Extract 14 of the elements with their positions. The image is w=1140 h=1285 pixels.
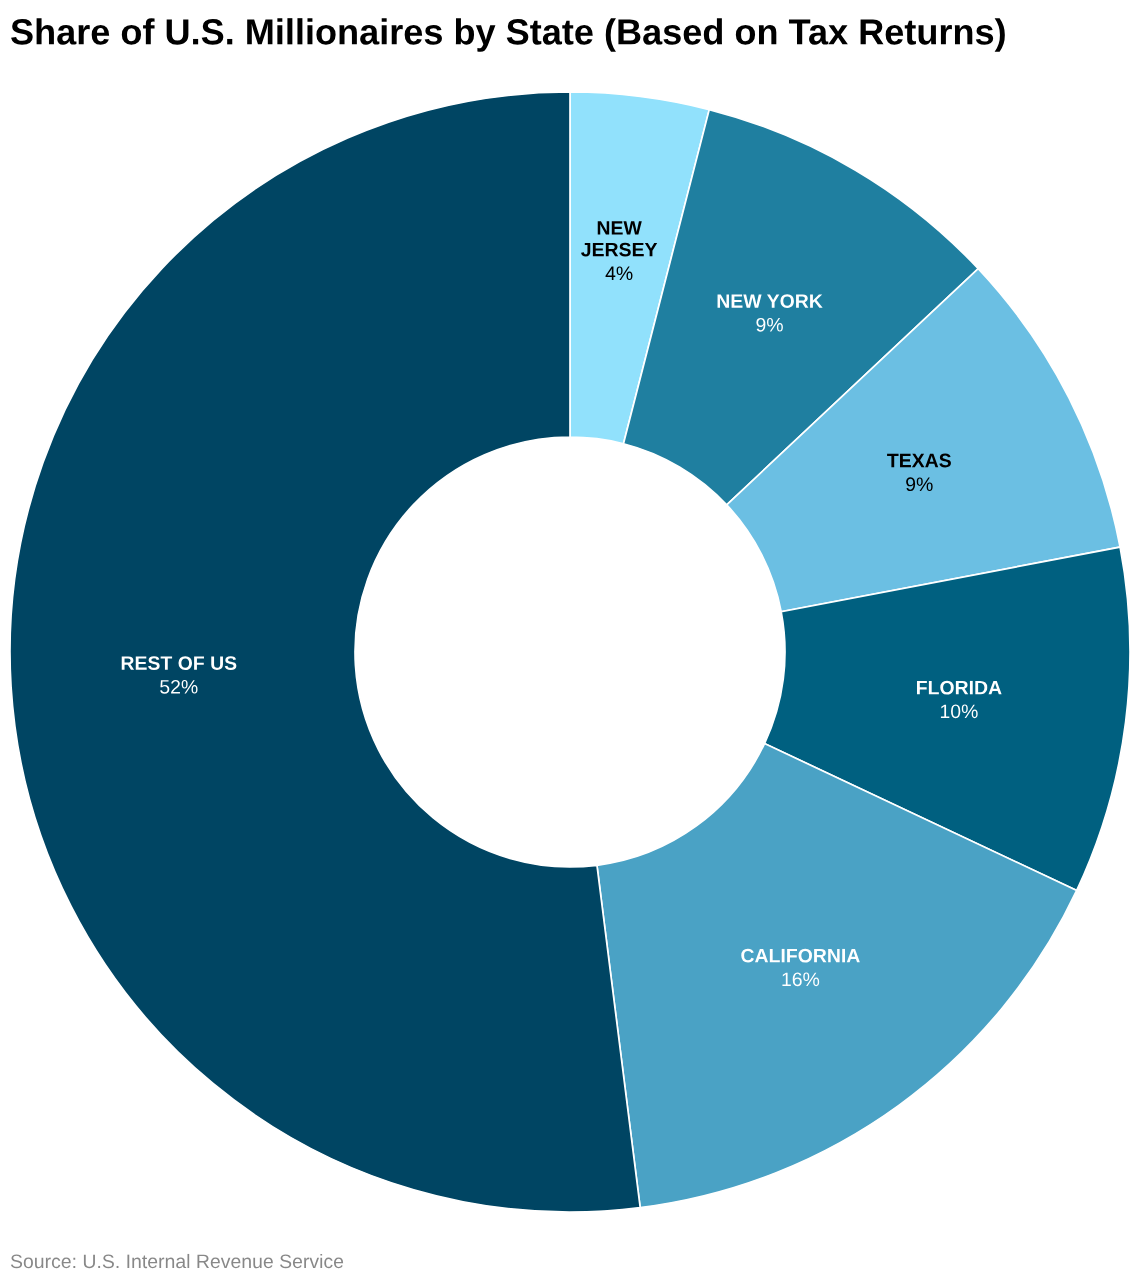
slice-label: FLORIDA [917, 680, 1002, 695]
slice-label: NEW JERSEY [581, 221, 658, 257]
slice-label: TEXAS [887, 453, 951, 468]
data-label: 9% [906, 477, 933, 492]
data-label: 4% [605, 266, 633, 281]
data-label: 10% [940, 704, 978, 719]
slice-label: NEW YORK [717, 294, 823, 308]
slice-label: CALIFORNIA [741, 948, 860, 963]
data-label: 16% [782, 972, 820, 987]
data-label: 9% [756, 317, 783, 332]
data-label: 52% [160, 679, 198, 694]
source-note: Source: U.S. Internal Revenue Service [10, 1253, 344, 1269]
slice-label: REST OF US [121, 656, 237, 670]
chart-title: Share of U.S. Millionaires by State (Based on Tax Returns) [11, 18, 1005, 52]
